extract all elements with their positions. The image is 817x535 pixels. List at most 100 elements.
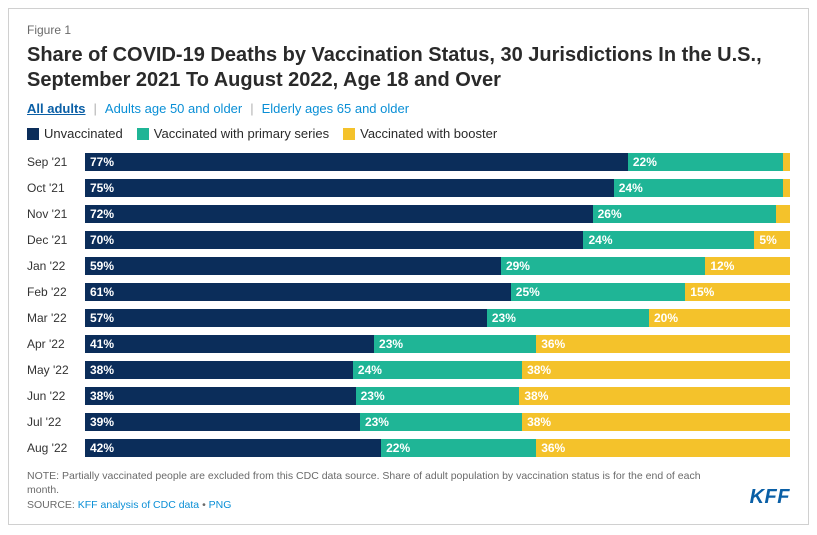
bar-row: Aug '2242%22%36% — [27, 437, 790, 459]
bar-row: Jan '2259%29%12% — [27, 255, 790, 277]
bar-segment-0: 61% — [85, 283, 511, 301]
bar-segment-1: 24% — [353, 361, 522, 379]
legend-swatch — [27, 128, 39, 140]
bar-track: 42%22%36% — [85, 439, 790, 457]
figure-label: Figure 1 — [27, 23, 790, 37]
row-label: Nov '21 — [27, 207, 85, 221]
legend-item-2: Vaccinated with booster — [343, 126, 497, 141]
bar-segment-0: 38% — [85, 361, 353, 379]
legend-label: Vaccinated with booster — [360, 126, 497, 141]
bar-segment-2: 38% — [522, 361, 790, 379]
row-label: Mar '22 — [27, 311, 85, 325]
legend: Unvaccinated Vaccinated with primary seri… — [27, 126, 790, 141]
tab-row: All adults | Adults age 50 and older | Elder… — [27, 101, 790, 116]
bar-segment-2: 20% — [649, 309, 790, 327]
bar-segment-1: 22% — [628, 153, 783, 171]
bar-track: 61%25%15% — [85, 283, 790, 301]
bar-track: 77%22% — [85, 153, 790, 171]
tab-separator: | — [94, 101, 97, 116]
row-label: Feb '22 — [27, 285, 85, 299]
bar-track: 57%23%20% — [85, 309, 790, 327]
bar-row: May '2238%24%38% — [27, 359, 790, 381]
source-link-png[interactable]: PNG — [209, 499, 232, 511]
bar-track: 38%23%38% — [85, 387, 790, 405]
brand-logo: KFF — [750, 484, 790, 511]
bar-segment-0: 72% — [85, 205, 593, 223]
bar-segment-0: 38% — [85, 387, 356, 405]
bar-segment-0: 41% — [85, 335, 374, 353]
bar-track: 41%23%36% — [85, 335, 790, 353]
row-label: Jan '22 — [27, 259, 85, 273]
legend-swatch — [343, 128, 355, 140]
figure-card: Figure 1 Share of COVID-19 Deaths by Vac… — [8, 8, 809, 525]
legend-label: Unvaccinated — [44, 126, 123, 141]
bar-row: Jun '2238%23%38% — [27, 385, 790, 407]
bar-segment-1: 24% — [583, 231, 754, 249]
row-label: May '22 — [27, 363, 85, 377]
legend-item-0: Unvaccinated — [27, 126, 123, 141]
bar-segment-1: 23% — [374, 335, 536, 353]
source-link-data[interactable]: KFF analysis of CDC data — [78, 499, 199, 511]
row-label: Jun '22 — [27, 389, 85, 403]
bar-row: Nov '2172%26% — [27, 203, 790, 225]
bar-row: Apr '2241%23%36% — [27, 333, 790, 355]
bar-track: 39%23%38% — [85, 413, 790, 431]
bar-segment-0: 75% — [85, 179, 614, 197]
bar-row: Feb '2261%25%15% — [27, 281, 790, 303]
bar-segment-1: 23% — [356, 387, 520, 405]
source-label: SOURCE: — [27, 499, 78, 511]
bar-segment-0: 42% — [85, 439, 381, 457]
row-label: Jul '22 — [27, 415, 85, 429]
bar-segment-1: 23% — [487, 309, 649, 327]
bar-segment-1: 23% — [360, 413, 522, 431]
bar-segment-1: 25% — [511, 283, 686, 301]
tab-2[interactable]: Elderly ages 65 and older — [262, 101, 409, 116]
row-label: Oct '21 — [27, 181, 85, 195]
row-label: Sep '21 — [27, 155, 85, 169]
bar-row: Mar '2257%23%20% — [27, 307, 790, 329]
bar-segment-0: 59% — [85, 257, 501, 275]
stacked-bar-chart: Sep '2177%22%Oct '2175%24%Nov '2172%26%D… — [27, 151, 790, 459]
bar-row: Dec '2170%24%5% — [27, 229, 790, 251]
tab-1[interactable]: Adults age 50 and older — [105, 101, 242, 116]
bar-track: 70%24%5% — [85, 231, 790, 249]
bar-track: 59%29%12% — [85, 257, 790, 275]
bar-segment-2 — [776, 205, 790, 223]
bar-segment-1: 24% — [614, 179, 783, 197]
bar-track: 75%24% — [85, 179, 790, 197]
source-line: SOURCE: KFF analysis of CDC data • PNG — [27, 498, 730, 512]
bar-segment-2: 12% — [705, 257, 790, 275]
tab-0[interactable]: All adults — [27, 101, 86, 116]
bar-segment-2: 36% — [536, 335, 790, 353]
bar-segment-2: 5% — [754, 231, 790, 249]
bar-segment-2: 38% — [522, 413, 790, 431]
footer-notes: NOTE: Partially vaccinated people are ex… — [27, 469, 790, 513]
bar-segment-0: 57% — [85, 309, 487, 327]
legend-label: Vaccinated with primary series — [154, 126, 329, 141]
bar-track: 38%24%38% — [85, 361, 790, 379]
bar-segment-0: 39% — [85, 413, 360, 431]
bar-row: Jul '2239%23%38% — [27, 411, 790, 433]
row-label: Aug '22 — [27, 441, 85, 455]
legend-item-1: Vaccinated with primary series — [137, 126, 329, 141]
tab-separator: | — [250, 101, 253, 116]
bar-track: 72%26% — [85, 205, 790, 223]
legend-swatch — [137, 128, 149, 140]
bar-row: Oct '2175%24% — [27, 177, 790, 199]
bar-row: Sep '2177%22% — [27, 151, 790, 173]
bar-segment-0: 77% — [85, 153, 628, 171]
bar-segment-1: 22% — [381, 439, 536, 457]
chart-title: Share of COVID-19 Deaths by Vaccination … — [27, 43, 790, 93]
row-label: Dec '21 — [27, 233, 85, 247]
bar-segment-2: 15% — [685, 283, 790, 301]
bar-segment-1: 26% — [593, 205, 776, 223]
bar-segment-2: 38% — [519, 387, 790, 405]
note-text: NOTE: Partially vaccinated people are ex… — [27, 469, 730, 497]
bar-segment-1: 29% — [501, 257, 705, 275]
bar-segment-2 — [783, 153, 790, 171]
bar-segment-0: 70% — [85, 231, 583, 249]
row-label: Apr '22 — [27, 337, 85, 351]
bar-segment-2: 36% — [536, 439, 790, 457]
source-sep: • — [199, 499, 209, 511]
bar-segment-2 — [783, 179, 790, 197]
